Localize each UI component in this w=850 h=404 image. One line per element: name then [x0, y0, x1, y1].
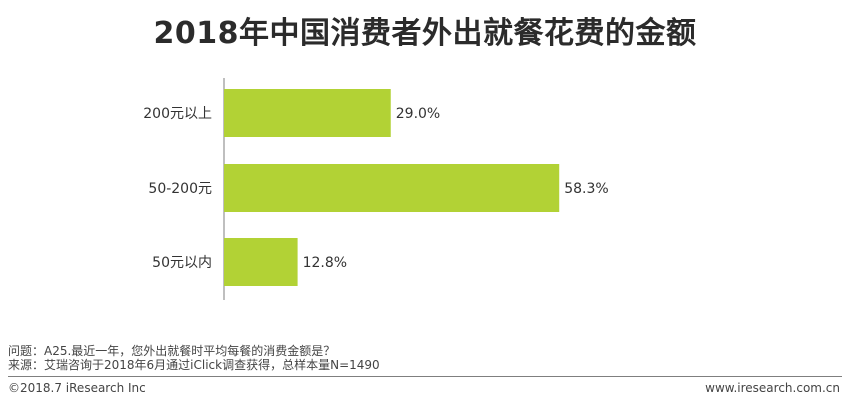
chart-title: 2018年中国消费者外出就餐花费的金额	[153, 16, 697, 51]
data-source: 来源：艾瑞咨询于2018年6月通过iClick调查获得，总样本量N=1490	[8, 358, 380, 372]
website-link[interactable]: www.iresearch.com.cn	[705, 381, 840, 395]
category-label: 50元以内	[152, 255, 212, 271]
category-label: 200元以上	[143, 106, 212, 122]
value-label: 29.0%	[396, 106, 440, 122]
category-label: 50-200元	[148, 181, 212, 197]
bar-1	[224, 164, 560, 212]
value-label: 12.8%	[303, 255, 347, 271]
value-label: 58.3%	[564, 181, 608, 197]
copyright-text: ©2018.7 iResearch Inc	[8, 381, 146, 395]
survey-question: 问题：A25.最近一年，您外出就餐时平均每餐的消费金额是？	[8, 344, 336, 358]
footer-divider	[8, 376, 842, 377]
bar-0	[224, 89, 391, 137]
bar-2	[224, 238, 298, 286]
footer-notes: 问题：A25.最近一年，您外出就餐时平均每餐的消费金额是？ 来源：艾瑞咨询于20…	[8, 344, 380, 372]
